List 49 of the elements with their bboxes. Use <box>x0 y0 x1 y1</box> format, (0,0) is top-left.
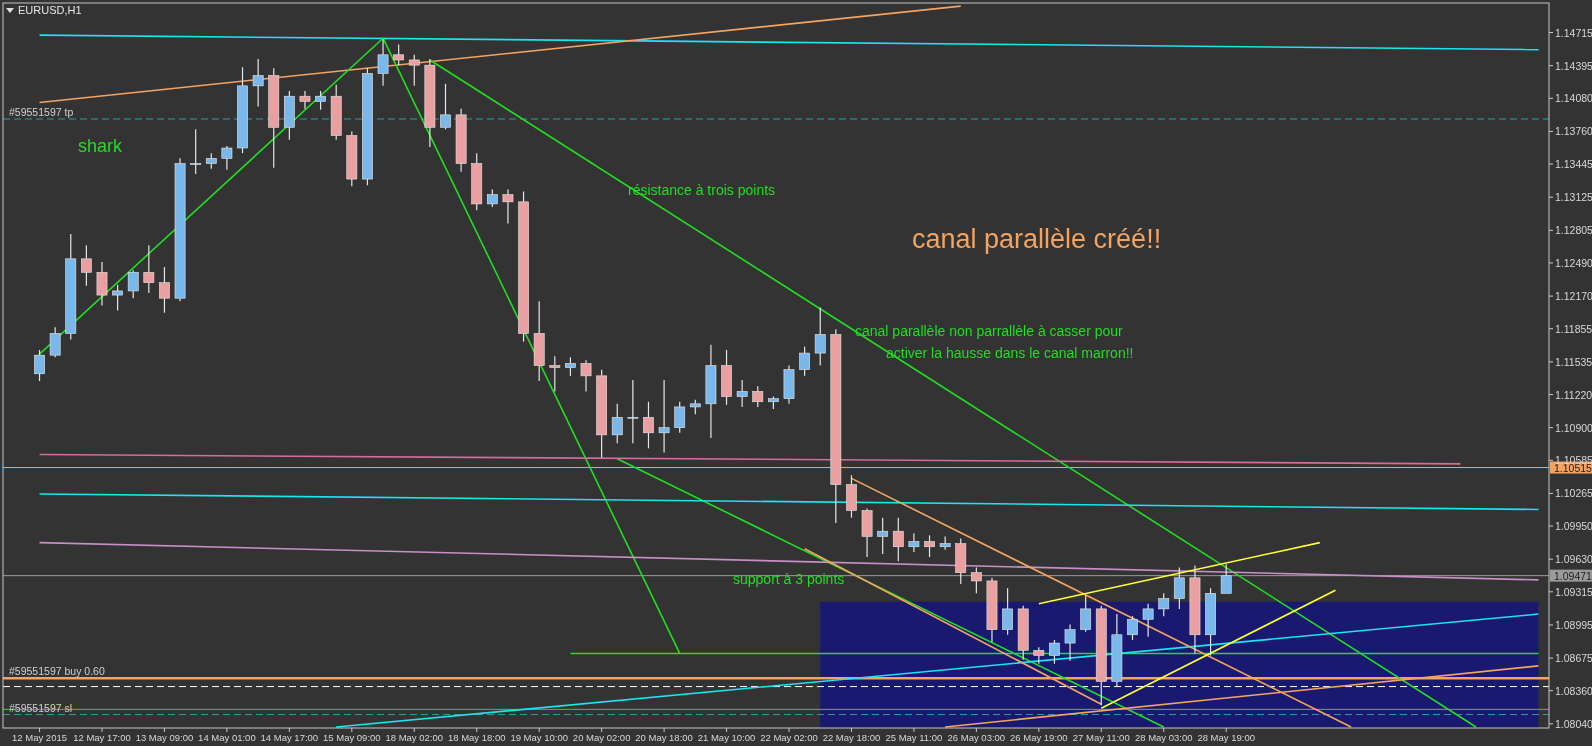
x-tick-label: 22 May 18:00 <box>822 732 881 743</box>
y-tick-label: 1.11855 <box>1555 322 1592 335</box>
x-tick-label: 15 May 09:00 <box>323 732 381 743</box>
y-tick-label: 1.14715 <box>1555 26 1592 39</box>
annotation: canal parallèle créé!! <box>912 224 1162 254</box>
y-tick-label: 1.09950 <box>1555 520 1592 533</box>
ref-line-label: 1.09471 <box>1554 569 1592 582</box>
x-tick-label: 12 May 17:00 <box>73 732 131 743</box>
ref-line-label: #59551597 buy 0.60 <box>9 665 105 678</box>
y-tick-label: 1.14080 <box>1555 92 1592 105</box>
x-tick-label: 20 May 02:00 <box>572 732 631 743</box>
x-tick-label: 12 May 2015 <box>12 732 68 743</box>
x-tick-label: 13 May 09:00 <box>135 732 194 743</box>
y-tick-label: 1.08995 <box>1555 618 1592 631</box>
x-tick-label: 27 May 11:00 <box>1072 732 1130 743</box>
y-tick-label: 1.11535 <box>1555 355 1592 368</box>
y-tick-label: 1.08040 <box>1555 717 1592 730</box>
y-tick-label: 1.12170 <box>1555 290 1592 303</box>
y-tick-label: 1.12805 <box>1555 224 1592 237</box>
y-tick-label: 1.13760 <box>1555 125 1592 138</box>
x-tick-label: 28 May 03:00 <box>1134 732 1193 743</box>
x-tick-label: 14 May 01:00 <box>198 732 256 743</box>
x-tick-label: 20 May 18:00 <box>635 732 693 743</box>
y-tick-label: 1.12490 <box>1555 256 1592 269</box>
x-tick-label: 21 May 10:00 <box>697 732 756 743</box>
y-tick-label: 1.09315 <box>1555 585 1592 598</box>
y-tick-label: 1.09630 <box>1555 553 1592 566</box>
x-tick-label: 14 May 17:00 <box>260 732 319 743</box>
x-tick-label: 22 May 02:00 <box>760 732 818 743</box>
x-tick-label: 28 May 19:00 <box>1197 732 1255 743</box>
annotation: shark <box>78 136 124 156</box>
x-tick-label: 18 May 02:00 <box>385 732 444 743</box>
y-tick-label: 1.13445 <box>1555 158 1592 171</box>
x-tick-label: 19 May 10:00 <box>510 732 568 743</box>
y-tick-label: 1.08360 <box>1555 684 1592 697</box>
x-tick-label: 26 May 03:00 <box>947 732 1006 743</box>
y-tick-label: 1.08675 <box>1555 652 1592 665</box>
y-tick-label: 1.10265 <box>1555 487 1592 500</box>
y-tick-label: 1.10900 <box>1555 421 1592 434</box>
x-tick-label: 18 May 18:00 <box>447 732 506 743</box>
x-tick-label: 25 May 11:00 <box>885 732 943 743</box>
y-tick-label: 1.14395 <box>1555 59 1592 72</box>
y-tick-label: 1.11220 <box>1555 388 1592 401</box>
y-tick-label: 1.13125 <box>1555 191 1592 204</box>
annotation: canal parallèle non parrallèle à casser pour <box>855 323 1124 339</box>
x-tick-label: 26 May 19:00 <box>1010 732 1068 743</box>
annotation: support à 3 points <box>733 571 845 587</box>
ref-line-label: #59551597 tp <box>9 106 74 118</box>
chart-title: EURUSD,H1 <box>18 4 82 16</box>
